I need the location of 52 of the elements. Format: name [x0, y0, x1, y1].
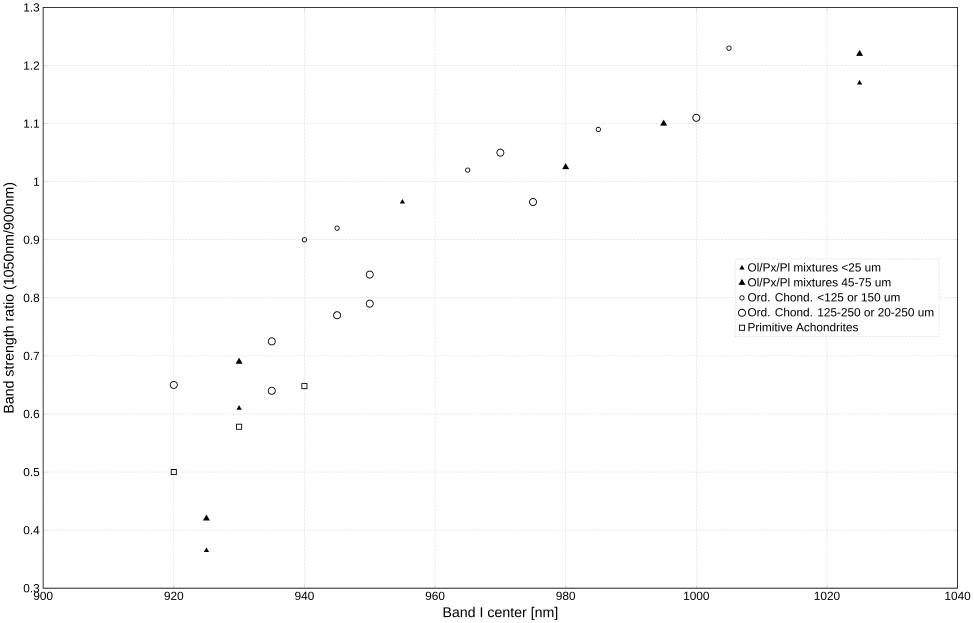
- y-tick-label: 1.3: [24, 3, 40, 12]
- y-tick-label: 0.3: [24, 584, 40, 592]
- legend-label: Ol/Px/Pl mixtures <25 um: [748, 262, 880, 272]
- point: [726, 45, 732, 51]
- point: [465, 167, 470, 173]
- x-tick-label: 1000: [684, 592, 709, 600]
- point: [692, 114, 700, 122]
- x-tick-label: 980: [556, 592, 576, 600]
- point: [366, 270, 374, 278]
- point: [856, 50, 863, 56]
- x-tick-label: 1020: [814, 592, 840, 600]
- point: [236, 424, 242, 430]
- y-tick-label: 1: [34, 177, 40, 186]
- point: [596, 126, 601, 132]
- legend-label: Ord. Chond. <125 or 150 um: [748, 292, 900, 302]
- point: [236, 405, 242, 410]
- y-tick-label: 1.1: [24, 119, 40, 128]
- point: [529, 198, 538, 206]
- x-tick-label: 940: [295, 592, 314, 600]
- point: [334, 225, 340, 231]
- y-tick-label: 0.4: [24, 526, 40, 534]
- point: [301, 382, 308, 389]
- y-axis-title: Band strength ratio (1050nm/900nm): [3, 182, 17, 412]
- legend-label: Ol/Px/Pl mixtures 45-75 um: [748, 278, 890, 286]
- point: [857, 80, 862, 84]
- point: [170, 468, 177, 475]
- legend-label: Ord. Chond. 125-250 or 20-250 um: [748, 308, 934, 316]
- point: [268, 386, 276, 395]
- y-tick-label: 0.7: [24, 352, 40, 360]
- x-tick-label: 960: [426, 592, 444, 600]
- x-tick-label: 1040: [945, 592, 970, 600]
- point: [236, 358, 242, 364]
- point: [203, 514, 210, 520]
- y-tick-label: 0.8: [24, 294, 40, 302]
- point: [170, 380, 178, 389]
- point: [333, 311, 342, 320]
- point: [496, 148, 504, 156]
- x-tick-label: 900: [34, 592, 53, 600]
- y-tick-label: 0.6: [24, 410, 40, 418]
- y-tick-label: 1.2: [24, 61, 40, 70]
- legend-label: Primitive Achondrites: [748, 322, 858, 332]
- y-tick-label: 0.9: [24, 235, 40, 244]
- point: [268, 337, 276, 346]
- x-tick-label: 920: [164, 592, 184, 600]
- point: [204, 548, 209, 552]
- point: [302, 237, 308, 242]
- point: [660, 120, 667, 126]
- y-tick-label: 0.5: [24, 468, 40, 476]
- point: [400, 199, 405, 204]
- point: [366, 300, 374, 308]
- x-axis-title: Band I center [nm]: [444, 606, 558, 620]
- point: [562, 163, 569, 170]
